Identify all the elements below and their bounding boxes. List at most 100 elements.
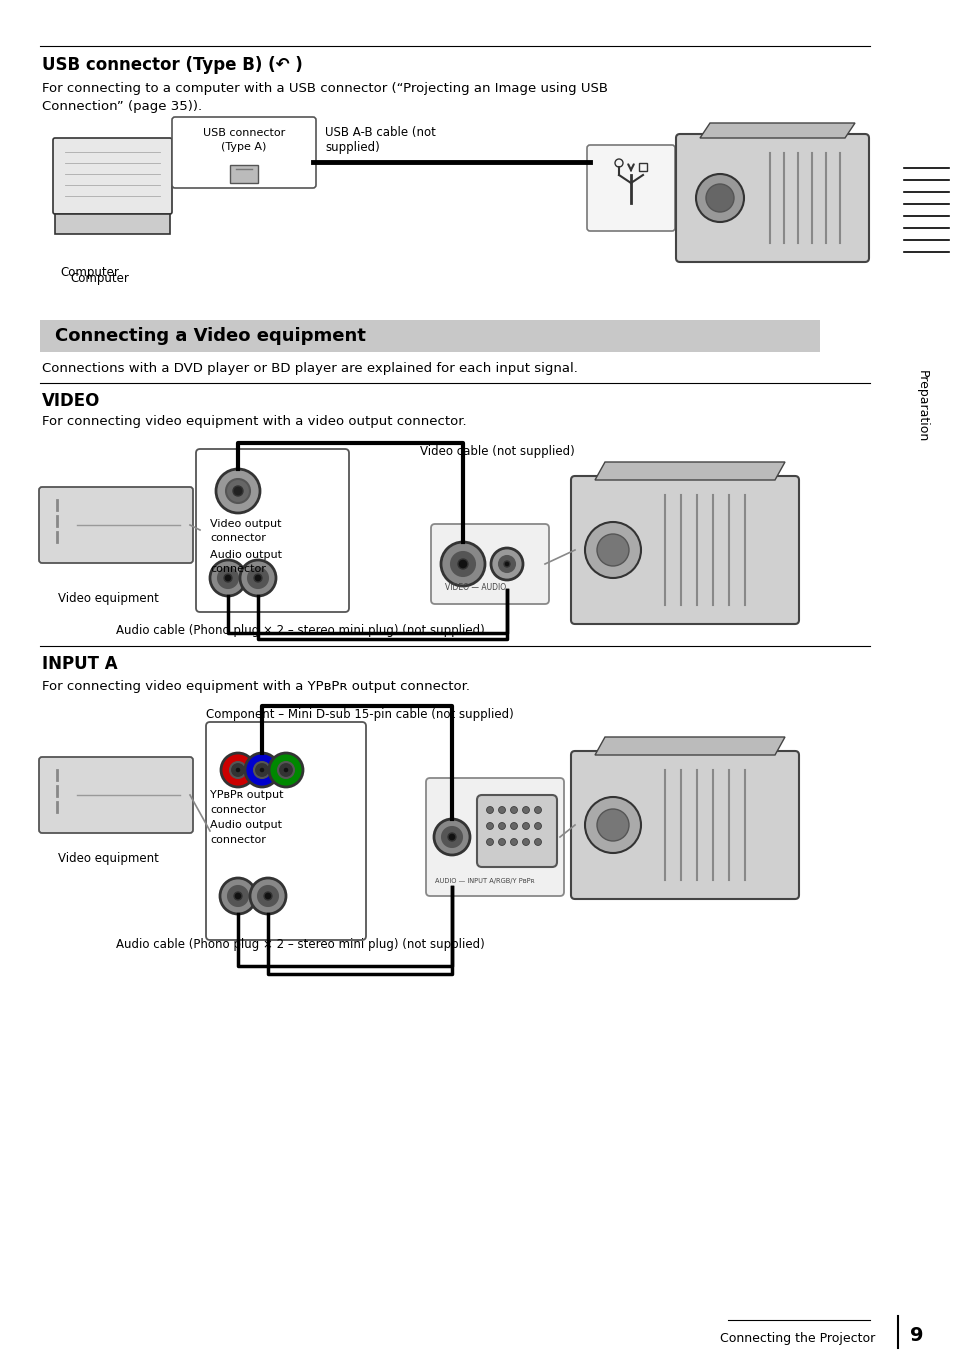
Circle shape [245,753,278,787]
Text: connector: connector [210,533,266,544]
FancyBboxPatch shape [586,145,675,231]
Circle shape [226,479,250,503]
Circle shape [584,796,640,853]
Bar [639,164,646,170]
Text: Preparation: Preparation [915,370,927,442]
Circle shape [228,886,248,906]
Bar [40,320,820,352]
Circle shape [486,838,493,845]
Text: (Type A): (Type A) [221,142,267,151]
Text: Video equipment: Video equipment [57,592,158,604]
FancyBboxPatch shape [431,525,548,604]
FancyBboxPatch shape [39,487,193,562]
Text: Audio output: Audio output [210,821,282,830]
Circle shape [434,819,470,854]
Text: Audio cable (Phono plug × 2 – stereo mini plug) (not supplied): Audio cable (Phono plug × 2 – stereo min… [115,938,484,950]
Circle shape [220,877,255,914]
FancyBboxPatch shape [206,722,366,940]
Circle shape [253,763,270,777]
Circle shape [510,807,517,814]
Text: VIDEO: VIDEO [42,392,100,410]
Text: For connecting to a computer with a USB connector (“Projecting an Image using US: For connecting to a computer with a USB … [42,82,607,95]
Text: Video cable (not supplied): Video cable (not supplied) [419,445,574,458]
Text: Video equipment: Video equipment [57,852,158,865]
FancyBboxPatch shape [571,750,799,899]
Text: For connecting video equipment with a video output connector.: For connecting video equipment with a vi… [42,415,466,429]
Circle shape [597,534,628,566]
Text: Connecting the Projector: Connecting the Projector [720,1332,874,1345]
Polygon shape [595,737,784,754]
Circle shape [253,575,262,581]
Circle shape [486,822,493,830]
Circle shape [240,560,275,596]
Circle shape [510,822,517,830]
Circle shape [277,763,294,777]
Circle shape [584,522,640,579]
Circle shape [233,892,242,900]
Text: Component – Mini D-sub 15-pin cable (not supplied): Component – Mini D-sub 15-pin cable (not… [206,708,514,721]
Text: USB connector: USB connector [203,128,285,138]
Text: VIDEO — AUDIO: VIDEO — AUDIO [444,583,506,592]
Circle shape [498,838,505,845]
Text: INPUT A: INPUT A [42,654,117,673]
Circle shape [258,767,265,773]
Polygon shape [700,123,854,138]
Circle shape [210,560,246,596]
Circle shape [215,469,260,512]
Circle shape [491,548,522,580]
Circle shape [510,838,517,845]
Circle shape [248,568,268,588]
Circle shape [218,568,237,588]
Text: Connections with a DVD player or BD player are explained for each input signal.: Connections with a DVD player or BD play… [42,362,578,375]
Text: USB A-B cable (not: USB A-B cable (not [325,126,436,139]
Circle shape [451,552,475,576]
Text: Audio cable (Phono plug × 2 – stereo mini plug) (not supplied): Audio cable (Phono plug × 2 – stereo min… [115,625,484,637]
Text: 9: 9 [909,1326,923,1345]
Text: Connection” (page 35)).: Connection” (page 35)). [42,100,202,114]
Circle shape [269,753,303,787]
Circle shape [503,561,510,566]
Circle shape [230,763,246,777]
Bar [55,214,170,234]
Polygon shape [595,462,784,480]
Text: connector: connector [210,564,266,575]
Circle shape [448,833,456,841]
Text: connector: connector [210,836,266,845]
Circle shape [233,485,243,496]
Circle shape [234,767,241,773]
Text: Computer: Computer [60,266,119,279]
Text: Audio output: Audio output [210,550,282,560]
Circle shape [457,558,468,569]
Circle shape [486,807,493,814]
Text: USB connector (Type B) (↶ ): USB connector (Type B) (↶ ) [42,55,302,74]
FancyBboxPatch shape [476,795,557,867]
Circle shape [534,838,541,845]
Text: For connecting video equipment with a YPʙPʀ output connector.: For connecting video equipment with a YP… [42,680,470,694]
Circle shape [221,753,254,787]
Circle shape [257,886,277,906]
Text: AUDIO — INPUT A/RGB/Y PʙPʀ: AUDIO — INPUT A/RGB/Y PʙPʀ [435,877,534,884]
Circle shape [705,184,733,212]
Text: Connecting a Video equipment: Connecting a Video equipment [55,327,366,345]
FancyBboxPatch shape [571,476,799,625]
Circle shape [441,827,461,846]
Text: supplied): supplied) [325,141,379,154]
FancyBboxPatch shape [172,118,315,188]
Bar [230,165,257,183]
Circle shape [440,542,484,585]
Circle shape [498,556,515,572]
Circle shape [534,807,541,814]
Text: Computer: Computer [71,272,130,285]
Circle shape [224,575,232,581]
FancyBboxPatch shape [39,757,193,833]
Circle shape [250,877,286,914]
Text: YPʙPʀ output: YPʙPʀ output [210,790,283,800]
Circle shape [696,174,743,222]
Circle shape [522,838,529,845]
Circle shape [498,822,505,830]
Circle shape [522,807,529,814]
Text: Video output: Video output [210,519,281,529]
Circle shape [283,767,289,773]
Circle shape [522,822,529,830]
Circle shape [264,892,272,900]
